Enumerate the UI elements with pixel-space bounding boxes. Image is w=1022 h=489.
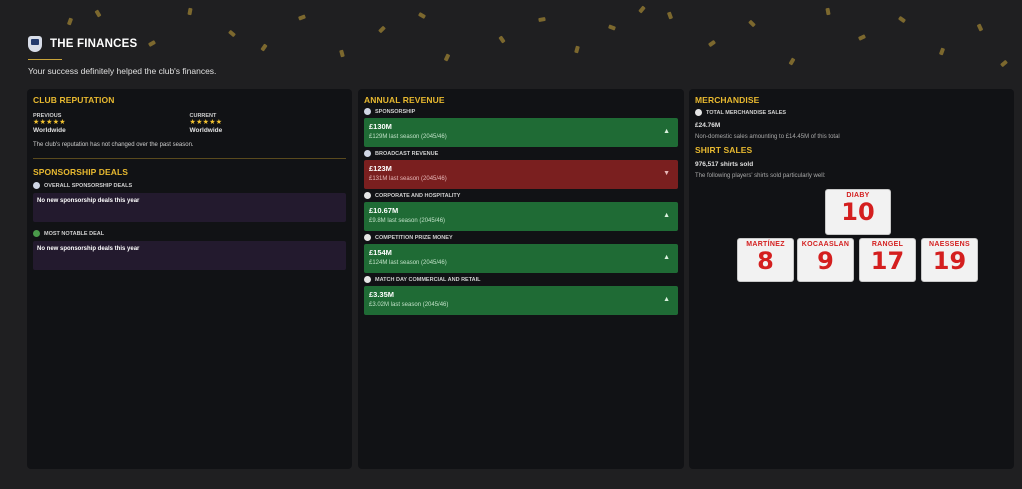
previous-value: Worldwide — [33, 127, 66, 134]
revenue-previous: £3.02M last season (2045/46) — [369, 302, 449, 308]
revenue-card[interactable]: £10.67M £9.8M last season (2045/46) ▲ — [364, 202, 678, 231]
revenue-item-label: CORPORATE AND HOSPITALITY — [375, 192, 461, 199]
player-shirt: KOCAASLAN 9 — [797, 238, 854, 282]
revenue-item-label: COMPETITION PRIZE MONEY — [375, 234, 453, 241]
hospitality-icon — [364, 192, 371, 199]
revenue-item-header: BROADCAST REVENUE — [364, 150, 678, 157]
revenue-previous: £9.8M last season (2045/46) — [369, 218, 446, 224]
revenue-item-label: MATCH DAY COMMERCIAL AND RETAIL — [375, 276, 481, 283]
shirt-sales-title: SHIRT SALES — [695, 145, 753, 155]
revenue-title: ANNUAL REVENUE — [364, 95, 445, 105]
revenue-previous: £129M last season (2045/46) — [369, 134, 447, 140]
club-crest-icon — [28, 36, 42, 52]
revenue-card[interactable]: £123M £131M last season (2045/46) ▼ — [364, 160, 678, 189]
revenue-item: CORPORATE AND HOSPITALITY £10.67M £9.8M … — [364, 192, 678, 231]
sponsorship-icon — [364, 108, 371, 115]
shirt-name: NAESSENS — [929, 241, 970, 248]
revenue-previous: £131M last season (2045/46) — [369, 176, 447, 182]
shirt-number: 19 — [932, 247, 967, 275]
shirt-number: 10 — [841, 198, 875, 226]
revenue-amount: £10.67M — [369, 206, 399, 215]
shirt-icon — [695, 109, 702, 116]
notable-deal-label: MOST NOTABLE DEAL — [44, 230, 105, 237]
player-shirt: MARTÍNEZ 8 — [737, 238, 794, 282]
revenue-card[interactable]: £3.35M £3.02M last season (2045/46) ▲ — [364, 286, 678, 315]
total-merch-note: Non-domestic sales amounting to £14.45M … — [695, 134, 840, 140]
player-shirt: DIABY 10 — [825, 189, 891, 235]
notable-deal-box: No new sponsorship deals this year — [33, 241, 346, 270]
sponsorship-icon — [33, 182, 40, 189]
trend-up-icon: ▲ — [663, 296, 670, 303]
revenue-item-header: COMPETITION PRIZE MONEY — [364, 234, 678, 241]
trend-up-icon: ▲ — [663, 254, 670, 261]
revenue-item: COMPETITION PRIZE MONEY £154M £124M last… — [364, 234, 678, 273]
title-underline — [28, 59, 62, 60]
page-title: THE FINANCES — [50, 38, 138, 50]
player-shirt: RANGEL 17 — [859, 238, 916, 282]
current-value: Worldwide — [189, 127, 223, 134]
broadcast-icon — [364, 150, 371, 157]
shirt-number: 8 — [757, 247, 774, 275]
shirt-number: 17 — [870, 247, 905, 275]
page-header: THE FINANCES Your success definitely hel… — [28, 36, 216, 76]
previous-stars-icon: ★★★★★ — [33, 119, 66, 126]
revenue-amount: £123M — [369, 164, 392, 173]
shirt-name: MARTÍNEZ — [746, 241, 785, 248]
revenue-amount: £130M — [369, 122, 392, 131]
overall-deals-header: OVERALL SPONSORSHIP DEALS — [33, 182, 346, 189]
revenue-previous: £124M last season (2045/46) — [369, 260, 447, 266]
trend-up-icon: ▲ — [663, 128, 670, 135]
overall-deals-label: OVERALL SPONSORSHIP DEALS — [44, 182, 133, 189]
shirt-name: KOCAASLAN — [801, 241, 850, 248]
handshake-icon — [33, 230, 40, 237]
top-shirts: DIABY 10 MARTÍNEZ 8 KOCAASLAN 9 RANGEL 1… — [695, 189, 1008, 289]
reputation-panel: CLUB REPUTATION PREVIOUS ★★★★★ Worldwide… — [27, 89, 352, 469]
merchandise-panel: MERCHANDISE TOTAL MERCHANDISE SALES £24.… — [689, 89, 1014, 469]
previous-label: PREVIOUS — [33, 113, 62, 119]
revenue-item-label: SPONSORSHIP — [375, 108, 416, 115]
revenue-item: BROADCAST REVENUE £123M £131M last seaso… — [364, 150, 678, 189]
shirt-name: RANGEL — [871, 241, 904, 248]
section-divider — [33, 158, 346, 159]
notable-deal-header: MOST NOTABLE DEAL — [33, 230, 346, 237]
shirts-note: The following players' shirts sold parti… — [695, 173, 826, 179]
shirt-number: 9 — [817, 247, 834, 275]
current-label: CURRENT — [189, 113, 217, 119]
shirts-sold: 976,517 shirts sold — [695, 161, 754, 168]
trend-up-icon: ▲ — [663, 212, 670, 219]
total-merch-label: TOTAL MERCHANDISE SALES — [706, 109, 787, 116]
revenue-card[interactable]: £154M £124M last season (2045/46) ▲ — [364, 244, 678, 273]
reputation-columns: PREVIOUS ★★★★★ Worldwide CURRENT ★★★★★ W… — [33, 113, 346, 134]
revenue-amount: £154M — [369, 248, 392, 257]
reputation-title: CLUB REPUTATION — [33, 95, 115, 105]
sponsorship-title: SPONSORSHIP DEALS — [33, 167, 129, 177]
prize-money-icon — [364, 234, 371, 241]
trend-down-icon: ▼ — [663, 170, 670, 177]
revenue-item-label: BROADCAST REVENUE — [375, 150, 439, 157]
shirt-icon — [364, 276, 371, 283]
revenue-item: SPONSORSHIP £130M £129M last season (204… — [364, 108, 678, 147]
total-merch-header: TOTAL MERCHANDISE SALES — [695, 109, 1008, 116]
total-merch-amount: £24.76M — [695, 122, 721, 129]
reputation-previous: PREVIOUS ★★★★★ Worldwide — [33, 113, 190, 134]
page-subtitle: Your success definitely helped the club'… — [28, 66, 217, 76]
revenue-item-header: SPONSORSHIP — [364, 108, 678, 115]
shirt-name: DIABY — [846, 192, 870, 199]
overall-deals-box: No new sponsorship deals this year — [33, 193, 346, 222]
revenue-panel: ANNUAL REVENUE SPONSORSHIP £130M £129M l… — [358, 89, 684, 469]
current-stars-icon: ★★★★★ — [189, 119, 223, 126]
revenue-item: MATCH DAY COMMERCIAL AND RETAIL £3.35M £… — [364, 276, 678, 315]
revenue-item-header: CORPORATE AND HOSPITALITY — [364, 192, 678, 199]
revenue-card[interactable]: £130M £129M last season (2045/46) ▲ — [364, 118, 678, 147]
player-shirt: NAESSENS 19 — [921, 238, 978, 282]
revenue-amount: £3.35M — [369, 290, 395, 299]
reputation-current: CURRENT ★★★★★ Worldwide — [190, 113, 347, 134]
revenue-item-header: MATCH DAY COMMERCIAL AND RETAIL — [364, 276, 678, 283]
merchandise-title: MERCHANDISE — [695, 95, 760, 105]
reputation-note: The club's reputation has not changed ov… — [33, 142, 194, 148]
